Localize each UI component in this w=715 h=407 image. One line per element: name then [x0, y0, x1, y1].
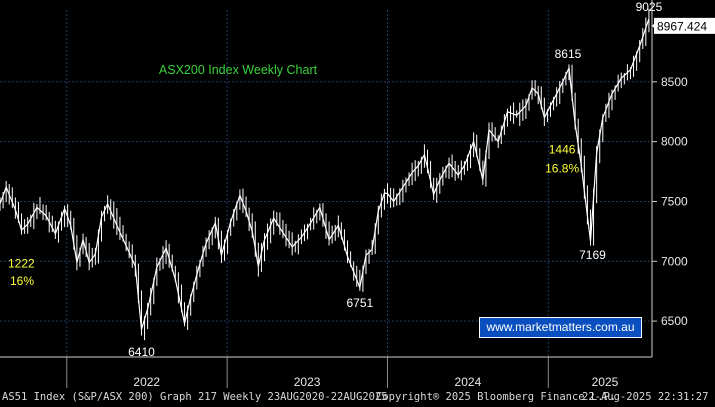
- x-tick-label: 2022: [133, 375, 160, 389]
- footer-middle: Copyright® 2025 Bloomberg Finance L.P.: [376, 391, 617, 403]
- last-price-pointer: [652, 21, 656, 30]
- chart-title: ASX200 Index Weekly Chart: [159, 63, 318, 77]
- annotation-label: 16.8%: [545, 162, 579, 176]
- x-tick-label: 2023: [294, 375, 321, 389]
- last-price-tag: [654, 17, 715, 34]
- y-tick-label: 7500: [661, 194, 688, 208]
- annotation-label: 1222: [8, 256, 35, 270]
- annotation-label: 8615: [555, 47, 582, 61]
- annotation-label: 9025: [636, 0, 663, 14]
- labels: ASX200 Index Weekly Chart 9025 8615 1446 16.…: [8, 0, 715, 359]
- y-tick-label: 8000: [661, 135, 688, 149]
- annotation-label: 6410: [128, 345, 155, 359]
- last-price-label: 8967.424: [657, 19, 707, 33]
- axes: 6500 7000 7500 8000 8500 2022 2023 2024 2025: [0, 0, 688, 389]
- x-tick-label: 2025: [592, 375, 619, 389]
- footer-right: 22-Aug-2025 22:31:27: [582, 391, 709, 403]
- annotation-label: 7169: [579, 248, 606, 262]
- y-tick-label: 7000: [661, 254, 688, 268]
- watermark[interactable]: www.marketmatters.com.au: [479, 317, 642, 338]
- annotation-label: 16%: [10, 274, 34, 288]
- grid: [0, 10, 652, 357]
- annotation-label: 1446: [549, 143, 576, 157]
- price-series: [0, 8, 650, 341]
- y-tick-label: 8500: [661, 75, 688, 89]
- footer-left: AS51 Index (S&P/ASX 200) Graph 217 Weekl…: [2, 391, 388, 403]
- annotation-label: 6751: [346, 296, 373, 310]
- y-tick-label: 6500: [661, 314, 688, 328]
- footer: AS51 Index (S&P/ASX 200) Graph 217 Weekl…: [0, 388, 715, 407]
- x-tick-label: 2024: [455, 375, 482, 389]
- price-line: [0, 18, 650, 330]
